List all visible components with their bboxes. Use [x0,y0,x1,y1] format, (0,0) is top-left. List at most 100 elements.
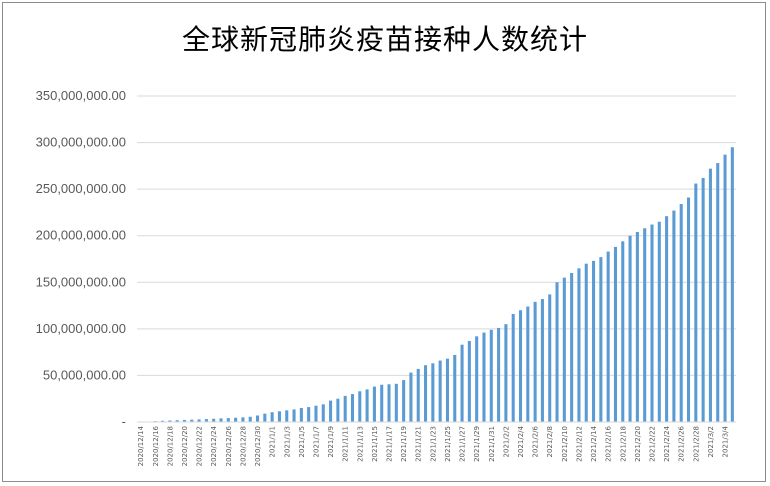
x-tick-label: 2021/2/18 [619,426,627,462]
bar [234,417,238,422]
y-tick-label: 100,000,000.00 [36,321,126,336]
bar [438,360,442,422]
x-tick-label: 2020/12/26 [225,425,233,466]
bar [168,420,172,422]
bar [350,394,355,422]
bar [197,419,201,422]
x-tick-label: 2021/2/4 [517,425,525,457]
bar [665,216,669,422]
bar [182,419,187,422]
x-tick-label: 2021/1/1 [269,426,277,457]
bar [643,228,647,422]
bar [299,408,303,422]
x-tick-label: 2020/12/30 [254,426,262,466]
bar [343,395,347,422]
x-tick-label: 2021/2/6 [532,425,540,457]
bar [270,412,274,422]
y-tick-label: 250,000,000.00 [36,181,126,196]
x-tick-label: 2021/3/2 [707,426,715,457]
chart-title: 全球新冠肺炎疫苗接种人数统计 [181,23,588,56]
x-tick-label: 2021/1/23 [429,426,437,462]
bar [504,324,508,422]
bar [730,147,734,422]
bar [570,272,574,422]
bar [577,268,581,422]
y-tick-label: 350,000,000.00 [36,88,126,103]
bar [175,420,179,422]
bar [708,168,712,422]
bar [497,327,501,422]
bar [584,263,588,422]
x-tick-label: 2021/2/24 [663,425,671,461]
bar [336,398,340,422]
bar [723,154,727,422]
x-axis-labels: 2020/12/14 2020/12/16 2020/12/18 2020/12/20… [137,425,729,466]
x-tick-label: 2021/2/26 [678,425,686,461]
bar [555,282,559,422]
bar [460,344,464,422]
bar [241,417,245,422]
y-tick-label: 50,000,000.00 [43,367,126,382]
x-tick-label: 2021/2/22 [648,426,656,462]
bar [599,257,603,422]
y-tick-label: 150,000,000.00 [36,274,126,289]
bar [694,183,698,422]
x-tick-label: 2021/1/27 [459,426,467,462]
bar [277,411,281,422]
bar [467,340,471,422]
x-tick-label: 2021/3/4 [722,425,730,457]
bar [431,363,435,422]
y-tick-label: 300,000,000.00 [36,135,126,150]
x-tick-label: 2021/1/5 [298,426,306,457]
bar [161,420,165,422]
x-tick-label: 2020/12/14 [137,425,145,466]
y-axis-labels: - 50,000,000.00 100,000,000.00 150,000,000.… [36,88,126,429]
bar [365,389,369,422]
bar [416,368,420,422]
bar [387,384,391,422]
x-tick-label: 2021/2/8 [546,426,554,457]
x-tick-label: 2021/2/12 [575,426,583,462]
bar [657,221,661,422]
bar [475,336,479,422]
bar [540,299,544,422]
bar [402,380,406,422]
x-tick-label: 2021/2/10 [561,426,569,462]
x-tick-label: 2021/1/15 [371,426,379,462]
x-tick-label: 2020/12/24 [210,425,218,466]
x-tick-label: 2021/2/16 [605,425,613,461]
x-tick-label: 2021/1/9 [327,426,335,457]
x-tick-label: 2021/1/13 [356,426,364,462]
bar [489,329,493,422]
bar [548,294,552,422]
bar [621,241,625,422]
bar [226,418,230,422]
bar [394,383,398,422]
x-tick-label: 2020/12/22 [196,426,204,466]
x-tick-label: 2021/2/20 [634,426,642,462]
bar [292,409,296,422]
bar [212,418,216,422]
bar [533,301,537,422]
x-tick-label: 2020/12/16 [152,425,160,466]
x-tick-label: 2021/1/17 [386,426,394,462]
x-tick-label: 2021/1/3 [283,426,291,457]
bars [139,147,734,422]
bar [358,391,362,422]
bar [518,310,523,422]
bar [263,413,267,422]
bar [307,407,311,422]
bar [716,163,720,422]
bar [606,251,610,422]
bar [511,313,515,422]
bar [482,332,486,422]
x-tick-label: 2021/1/21 [415,426,423,462]
bar [372,386,376,422]
bar [380,384,384,422]
bar [526,306,530,422]
x-tick-label: 2021/1/25 [444,426,452,462]
x-tick-label: 2021/1/31 [488,426,496,462]
bar [701,177,705,422]
bar [204,419,208,422]
